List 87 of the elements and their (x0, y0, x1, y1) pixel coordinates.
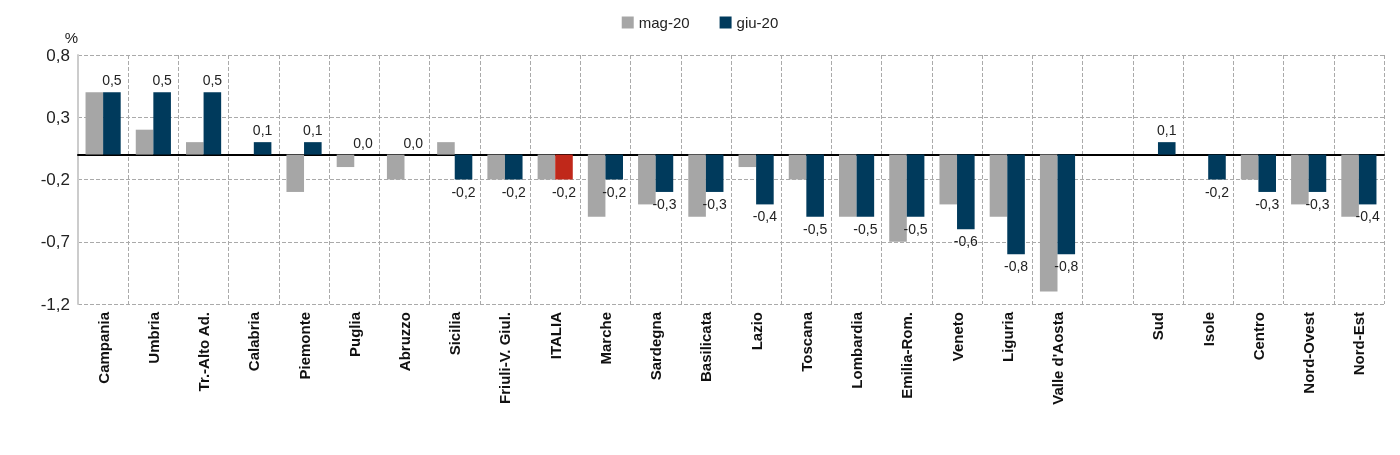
x-tick-label: Friuli-V. Giul. (496, 312, 514, 404)
data-label: -0,8 (1054, 258, 1079, 275)
bar (103, 92, 121, 155)
x-tick-label: Liguria (998, 311, 1016, 363)
x-tick-label: Campania (94, 311, 112, 384)
x-tick-label: Nord-Est (1350, 312, 1368, 376)
data-label: -0,2 (551, 183, 577, 200)
bar (1358, 154, 1377, 205)
x-tick-label: Nord-Ovest (1300, 312, 1318, 394)
x-tick-label: Tr.-Alto Ad. (195, 312, 213, 392)
x-tick-label: Umbria (144, 311, 162, 364)
data-label: -0,2 (602, 183, 627, 200)
y-tick-label: -0,7 (40, 232, 70, 252)
data-label: 0,0 (353, 134, 373, 151)
x-tick-label: Centro (1249, 312, 1267, 361)
data-label: -0,5 (803, 220, 828, 237)
x-tick-label: Emilia-Rom. (898, 312, 916, 399)
data-label: -0,8 (1004, 258, 1029, 275)
legend-label: mag-20 (638, 14, 690, 31)
data-label: 0,1 (1157, 122, 1177, 139)
data-label: -0,3 (1305, 195, 1330, 212)
bar (555, 154, 573, 180)
bar (738, 154, 757, 168)
data-label: 0,5 (202, 72, 223, 89)
data-label: 0,1 (303, 122, 323, 139)
x-tick-label: ITALIA (546, 311, 564, 360)
x-tick-label: Sicilia (446, 311, 464, 356)
bar (203, 92, 222, 155)
bar (1208, 154, 1226, 180)
data-label: -0,4 (1355, 208, 1380, 225)
bar (1057, 154, 1076, 255)
y-axis-title: % (64, 29, 78, 46)
data-label: -0,5 (903, 220, 928, 237)
data-label: -0,3 (1255, 195, 1280, 212)
bar (1258, 154, 1276, 192)
bar (906, 154, 925, 217)
bar (989, 154, 1008, 217)
x-tick-label: Sud (1149, 312, 1167, 341)
data-label: -0,2 (451, 183, 476, 200)
y-tick-label: -0,2 (40, 170, 70, 189)
bar (1308, 154, 1327, 192)
x-tick-label: Marche (596, 312, 614, 365)
x-tick-label: Sardegna (647, 311, 665, 381)
bar (504, 154, 523, 180)
data-label: 0,0 (403, 134, 424, 151)
data-label: -0,4 (752, 208, 778, 225)
bar (253, 142, 272, 155)
data-label: 0,1 (252, 122, 273, 139)
data-label: -0,3 (702, 195, 727, 212)
data-label: 0,5 (152, 72, 173, 89)
bar (957, 154, 975, 230)
bar (186, 142, 204, 155)
bar (454, 154, 473, 180)
x-tick-label: Abruzzo (396, 312, 413, 372)
bar (135, 129, 154, 155)
bar (1157, 142, 1176, 155)
x-tick-label: Calabria (245, 311, 263, 372)
bar (153, 92, 171, 155)
bar (856, 154, 875, 217)
x-tick-label: Valle d'Aosta (1049, 311, 1066, 405)
data-label: -0,5 (853, 220, 878, 237)
data-label: -0,6 (953, 233, 979, 250)
bar (655, 154, 674, 192)
x-tick-label: Puglia (345, 311, 363, 358)
legend-label: giu-20 (736, 14, 779, 31)
bar (605, 154, 623, 180)
data-label: 0,5 (102, 72, 122, 89)
bar (756, 154, 774, 205)
bar (336, 154, 355, 168)
x-tick-label: Basilicata (697, 311, 715, 383)
y-tick-label: 0,8 (46, 45, 70, 65)
y-tick-label: -1,2 (40, 294, 70, 314)
y-tick-label: 0,3 (46, 107, 70, 127)
x-tick-label: Lazio (747, 312, 765, 351)
x-tick-label: Lombardia (848, 311, 866, 389)
bar (1007, 154, 1025, 255)
data-label: -0,3 (652, 195, 677, 212)
x-tick-label: Veneto (948, 312, 966, 362)
x-tick-label: Isole (1199, 312, 1217, 347)
bar (304, 142, 322, 155)
x-tick-label: Piemonte (295, 312, 313, 380)
bar (437, 142, 455, 155)
bar (806, 154, 824, 217)
x-tick-label: Toscana (797, 311, 815, 372)
bar (705, 154, 724, 192)
data-label: -0,2 (501, 183, 527, 200)
data-label: -0,2 (1204, 183, 1230, 200)
